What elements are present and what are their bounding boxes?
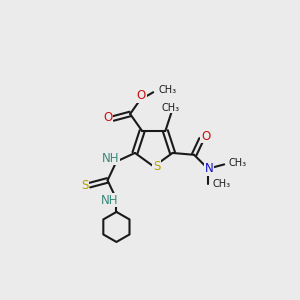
Text: NH: NH: [101, 194, 118, 207]
Text: S: S: [153, 160, 160, 173]
Text: N: N: [205, 162, 214, 175]
Text: CH₃: CH₃: [158, 85, 176, 95]
Text: O: O: [201, 130, 210, 143]
Text: CH₃: CH₃: [229, 158, 247, 168]
Text: CH₃: CH₃: [161, 103, 179, 113]
Text: NH: NH: [102, 152, 119, 165]
Text: O: O: [103, 111, 113, 124]
Text: CH₃: CH₃: [213, 179, 231, 189]
Text: S: S: [81, 179, 88, 192]
Text: O: O: [137, 89, 146, 102]
